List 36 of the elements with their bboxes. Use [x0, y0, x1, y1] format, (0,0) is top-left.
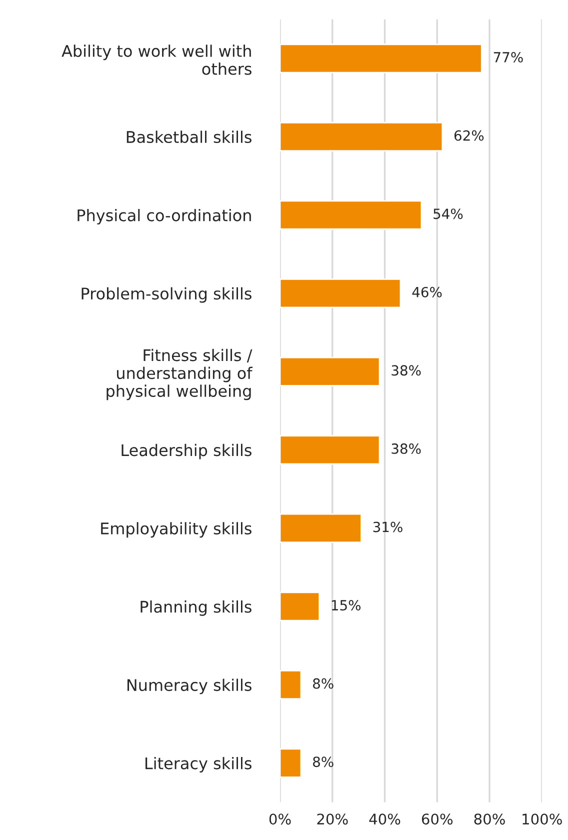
data-label: 46% — [412, 286, 442, 298]
data-label: 77% — [494, 52, 523, 62]
data-label: 8% — [313, 756, 334, 768]
y-tick-label: Fitness skills / understanding of physical wellbeing — [106, 348, 253, 400]
bar — [280, 200, 422, 230]
x-tick-label: 100% — [522, 814, 562, 825]
x-tick-label: 20% — [317, 814, 348, 825]
bar — [280, 513, 362, 543]
bar — [280, 278, 402, 308]
x-tick-label: 80% — [474, 814, 505, 825]
y-tick-label: Basketball skills — [126, 130, 252, 144]
bar — [280, 435, 380, 465]
data-label: 38% — [392, 365, 421, 376]
y-tick-label: Leadership skills — [122, 444, 252, 460]
data-label: 62% — [454, 130, 484, 141]
bar — [280, 592, 320, 622]
bar — [280, 670, 302, 700]
y-tick-label: Employability skills — [101, 522, 252, 538]
y-tick-label: Planning skills — [140, 600, 252, 616]
bar — [280, 356, 380, 386]
data-label: 31% — [373, 522, 402, 532]
y-tick-label: Ability to work well with others — [62, 44, 252, 75]
x-tick-label: 0% — [269, 814, 291, 825]
data-label: 8% — [313, 678, 334, 689]
data-label: 15% — [332, 600, 361, 611]
y-tick-label: Literacy skills — [146, 756, 252, 772]
x-tick-label: 60% — [422, 814, 453, 825]
bar — [280, 122, 444, 152]
y-tick-label: Numeracy skills — [127, 678, 252, 694]
y-tick-label: Problem-solving skills — [82, 287, 252, 303]
bar — [280, 44, 482, 74]
bar — [280, 748, 302, 778]
y-tick-label: Physical co-ordination — [78, 208, 251, 224]
data-label: 38% — [392, 443, 421, 454]
x-tick-label: 40% — [369, 814, 400, 825]
data-label: 54% — [434, 208, 463, 220]
